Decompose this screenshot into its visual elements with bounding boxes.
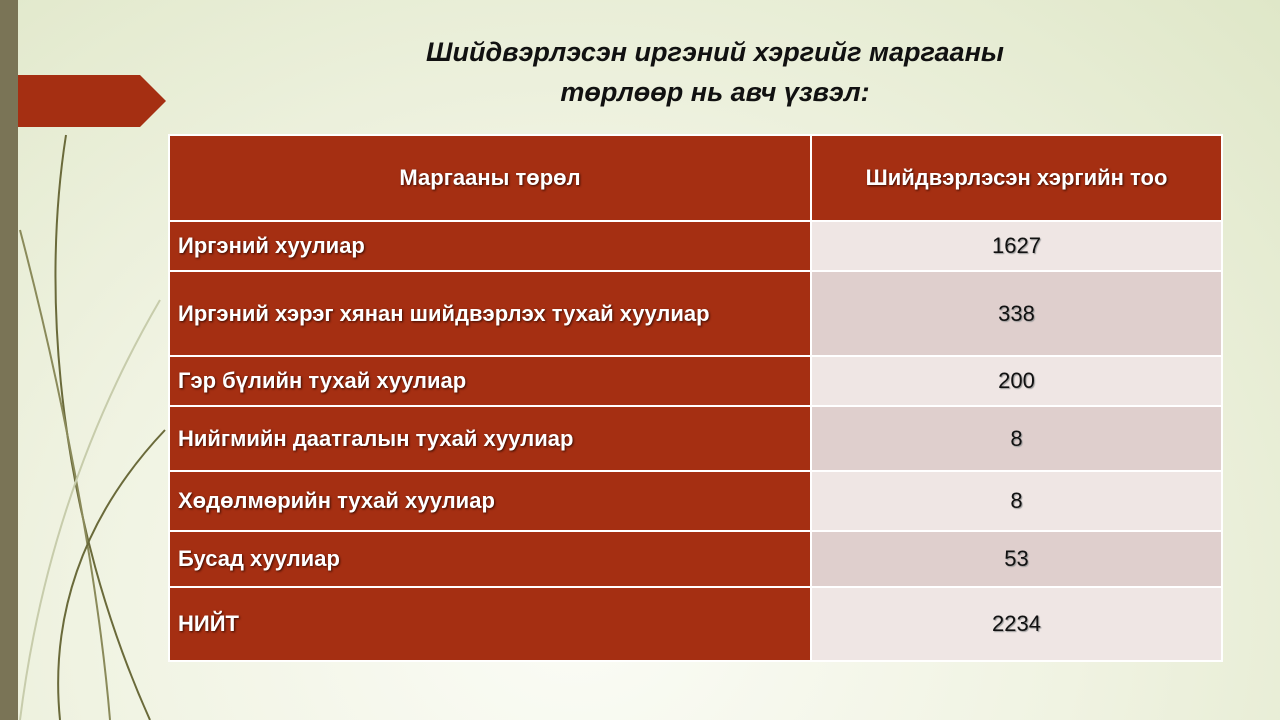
table-row: Бусад хуулиар 53 (168, 530, 1223, 588)
table-row: НИЙТ 2234 (168, 586, 1223, 662)
table-row: Хөдөлмөрийн тухай хуулиар 8 (168, 470, 1223, 532)
title: Шийдвэрлэсэн иргэний хэргийг маргааны тө… (330, 32, 1100, 112)
table: Маргааны төрөл Шийдвэрлэсэн хэргийн тоо … (168, 134, 1223, 662)
side-stripe (0, 0, 18, 720)
row-label: Бусад хуулиар (168, 530, 812, 588)
row-value: 1627 (810, 220, 1223, 272)
row-value: 8 (810, 405, 1223, 472)
title-line: Шийдвэрлэсэн иргэний хэргийг маргааны (426, 37, 1004, 67)
row-label: Гэр бүлийн тухай хуулиар (168, 355, 812, 407)
row-label: Хөдөлмөрийн тухай хуулиар (168, 470, 812, 532)
row-label: Иргэний хэрэг хянан шийдвэрлэх тухай хуу… (168, 270, 812, 357)
table-row: Иргэний хуулиар 1627 (168, 220, 1223, 272)
row-label: Иргэний хуулиар (168, 220, 812, 272)
row-value: 338 (810, 270, 1223, 357)
row-value: 8 (810, 470, 1223, 532)
table-row: Иргэний хэрэг хянан шийдвэрлэх тухай хуу… (168, 270, 1223, 357)
arrow (18, 75, 166, 127)
row-value: 53 (810, 530, 1223, 588)
header-cell: Маргааны төрөл (168, 134, 812, 222)
row-label: НИЙТ (168, 586, 812, 662)
row-value: 2234 (810, 586, 1223, 662)
row-value: 200 (810, 355, 1223, 407)
header-row: Маргааны төрөл Шийдвэрлэсэн хэргийн тоо (168, 134, 1223, 222)
row-label: Нийгмийн даатгалын тухай хуулиар (168, 405, 812, 472)
curves (19, 134, 166, 720)
table-row: Гэр бүлийн тухай хуулиар 200 (168, 355, 1223, 407)
table-row: Нийгмийн даатгалын тухай хуулиар 8 (168, 405, 1223, 472)
title-line: төрлөөр нь авч үзвэл: (560, 77, 870, 107)
header-cell: Шийдвэрлэсэн хэргийн тоо (810, 134, 1223, 222)
